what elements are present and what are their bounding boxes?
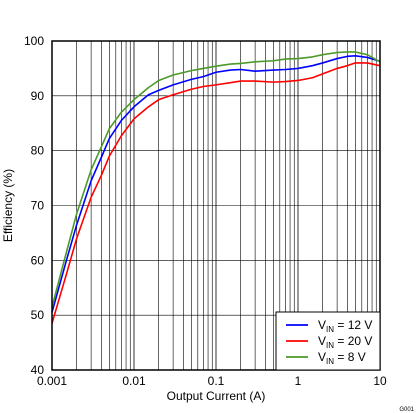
x-tick-label: 0.01 [122,374,146,388]
legend-label: VIN = 12 V [318,318,372,334]
legend-label: VIN = 20 V [318,334,372,350]
series-lines [51,51,381,324]
plot-frame [51,40,381,371]
x-tick-label: 0.001 [37,374,67,388]
y-tick-label: 80 [31,144,45,158]
y-tick-label: 40 [31,363,45,377]
figure-id: G001 [399,407,414,413]
tick-labels: 0.001 0.01 0.1 1 10 40 50 60 70 80 90 100 [24,34,387,388]
x-tick-label: 0.1 [208,374,225,388]
y-tick-label: 100 [24,34,44,48]
series-line-1 [51,55,381,313]
series-line-3 [51,51,381,308]
y-tick-label: 60 [31,253,45,267]
y-tick-label: 50 [31,308,45,322]
x-tick-label: 1 [295,374,302,388]
x-axis-title: Output Current (A) [167,389,266,403]
y-tick-label: 70 [31,199,45,213]
legend-label: VIN = 8 V [318,350,366,366]
series-line-2 [51,62,381,324]
y-tick-label: 90 [31,89,45,103]
x-tick-label: 10 [373,374,387,388]
y-axis-title: Efficiency (%) [1,169,15,242]
